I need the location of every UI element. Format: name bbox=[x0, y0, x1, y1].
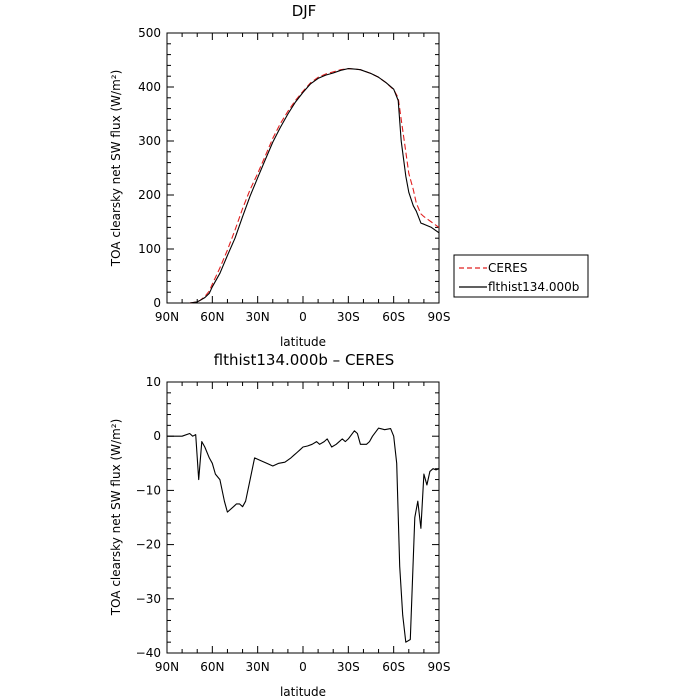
top-x-tick-label: 90S bbox=[428, 310, 451, 324]
top-x-tick-label: 30S bbox=[337, 310, 360, 324]
top-series-line-ceres bbox=[189, 68, 440, 304]
bottom-y-tick-label: 10 bbox=[146, 375, 161, 389]
bottom-x-tick-label: 90N bbox=[155, 660, 179, 674]
bottom-x-tick-label: 30N bbox=[246, 660, 270, 674]
legend-box bbox=[453, 254, 589, 298]
top-series-line-flthist134-000b bbox=[189, 68, 440, 304]
bottom-y-tick-label: 0 bbox=[153, 429, 161, 443]
bottom-x-axis-label: latitude bbox=[280, 685, 326, 699]
bottom-x-tick-label: 0 bbox=[299, 660, 307, 674]
legend-label-flthist: flthist134.000b bbox=[488, 280, 579, 294]
bottom-series-line-flthist134-000b-ceres bbox=[167, 427, 440, 643]
top-y-tick-label: 0 bbox=[153, 296, 161, 310]
bottom-x-tick-label: 30S bbox=[337, 660, 360, 674]
top-x-tick-label: 0 bbox=[299, 310, 307, 324]
bottom-y-tick-label: −30 bbox=[136, 592, 161, 606]
bottom-y-tick-label: −40 bbox=[136, 646, 161, 660]
top-x-tick-label: 60N bbox=[200, 310, 224, 324]
bottom-chart-title: flthist134.000b – CERES bbox=[214, 351, 395, 369]
top-plot-frame bbox=[166, 32, 440, 304]
top-panel: DJF 90N 60N 30N 0 30S 60S 90S0100200300400500 … bbox=[109, 2, 450, 349]
bottom-y-axis-label: TOA clearsky net SW flux (W/m²) bbox=[109, 419, 123, 617]
bottom-panel: flthist134.000b – CERES 90N 60N 30N 0 30S 60S… bbox=[109, 351, 450, 699]
bottom-x-tick-label: 60S bbox=[382, 660, 405, 674]
legend-label-ceres: CERES bbox=[488, 261, 528, 275]
top-y-tick-label: 100 bbox=[138, 242, 161, 256]
top-x-tick-label: 90N bbox=[155, 310, 179, 324]
top-chart-title: DJF bbox=[292, 2, 317, 20]
top-y-axis-label: TOA clearsky net SW flux (W/m²) bbox=[109, 70, 123, 268]
bottom-y-tick-label: −10 bbox=[136, 483, 161, 497]
bottom-x-tick-label: 90S bbox=[428, 660, 451, 674]
top-y-tick-label: 300 bbox=[138, 134, 161, 148]
top-x-tick-label: 60S bbox=[382, 310, 405, 324]
bottom-y-tick-label: −20 bbox=[136, 538, 161, 552]
legend: CERES flthist134.000b bbox=[453, 254, 589, 298]
top-y-tick-label: 400 bbox=[138, 80, 161, 94]
top-y-tick-label: 500 bbox=[138, 26, 161, 40]
top-x-tick-label: 30N bbox=[246, 310, 270, 324]
top-x-axis-label: latitude bbox=[280, 335, 326, 349]
top-y-tick-label: 200 bbox=[138, 188, 161, 202]
bottom-x-tick-label: 60N bbox=[200, 660, 224, 674]
